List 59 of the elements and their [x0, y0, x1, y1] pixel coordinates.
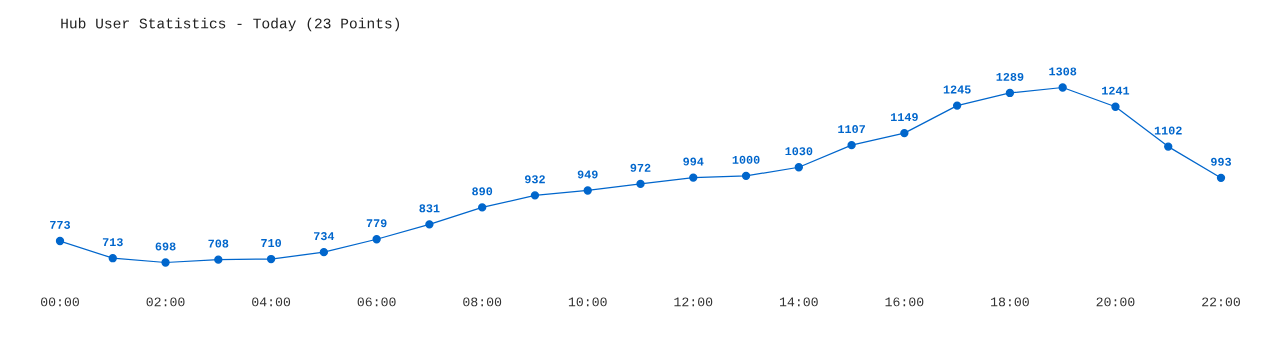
data-label: 890 — [472, 187, 493, 196]
data-label: 1102 — [1154, 126, 1182, 135]
point — [900, 128, 909, 138]
point — [1058, 83, 1067, 92]
point — [689, 173, 698, 182]
point — [478, 203, 487, 212]
x-tick-label: 20:00 — [1096, 297, 1135, 307]
x-tick-label: 12:00 — [674, 297, 713, 307]
point — [1111, 102, 1120, 111]
point — [266, 254, 276, 264]
point — [1216, 173, 1226, 183]
data-label: 713 — [102, 238, 123, 247]
data-label: 1308 — [1049, 67, 1077, 76]
x-tick-label: 16:00 — [885, 297, 924, 307]
point — [161, 258, 170, 267]
data-label: 972 — [630, 163, 651, 172]
x-tick-label: 04:00 — [252, 297, 291, 307]
data-label: 1241 — [1102, 86, 1130, 95]
point — [108, 254, 117, 263]
point — [55, 236, 65, 246]
point — [741, 171, 751, 181]
point — [636, 179, 645, 189]
data-label: 1149 — [890, 113, 918, 122]
point — [1005, 88, 1015, 98]
data-label: 993 — [1211, 157, 1232, 166]
x-tick-label: 00:00 — [41, 297, 79, 307]
data-label: 994 — [683, 157, 704, 166]
data-label: 708 — [208, 239, 229, 248]
data-label: 779 — [366, 219, 387, 228]
x-tick-label: 06:00 — [357, 297, 396, 307]
point — [794, 163, 803, 172]
point — [847, 140, 856, 150]
point — [583, 186, 592, 195]
data-label: 1030 — [785, 147, 813, 156]
point — [530, 191, 540, 200]
x-tick-label: 02:00 — [146, 297, 185, 307]
data-label: 710 — [261, 238, 282, 247]
data-label: 831 — [419, 204, 440, 213]
point — [319, 248, 329, 257]
x-tick-label: 22:00 — [1202, 297, 1240, 307]
data-label: 773 — [50, 220, 71, 229]
data-label: 932 — [524, 175, 545, 184]
data-label: 949 — [577, 170, 598, 179]
chart-title: Hub User Statistics - Today (23 Points) — [61, 17, 400, 32]
data-label: 1107 — [838, 125, 865, 134]
data-label: 1245 — [943, 85, 971, 94]
point — [952, 101, 962, 110]
x-tick-label: 10:00 — [568, 297, 607, 307]
x-tick-label: 08:00 — [463, 297, 502, 307]
point — [425, 220, 434, 229]
point — [214, 255, 223, 264]
data-label: 1000 — [732, 155, 760, 164]
data-label: 698 — [155, 242, 176, 251]
x-tick-label: 18:00 — [991, 297, 1029, 307]
point — [372, 235, 381, 244]
point — [1164, 142, 1173, 151]
x-tick-label: 14:00 — [779, 297, 818, 307]
data-label: 734 — [313, 232, 335, 241]
data-label: 1289 — [996, 72, 1024, 81]
